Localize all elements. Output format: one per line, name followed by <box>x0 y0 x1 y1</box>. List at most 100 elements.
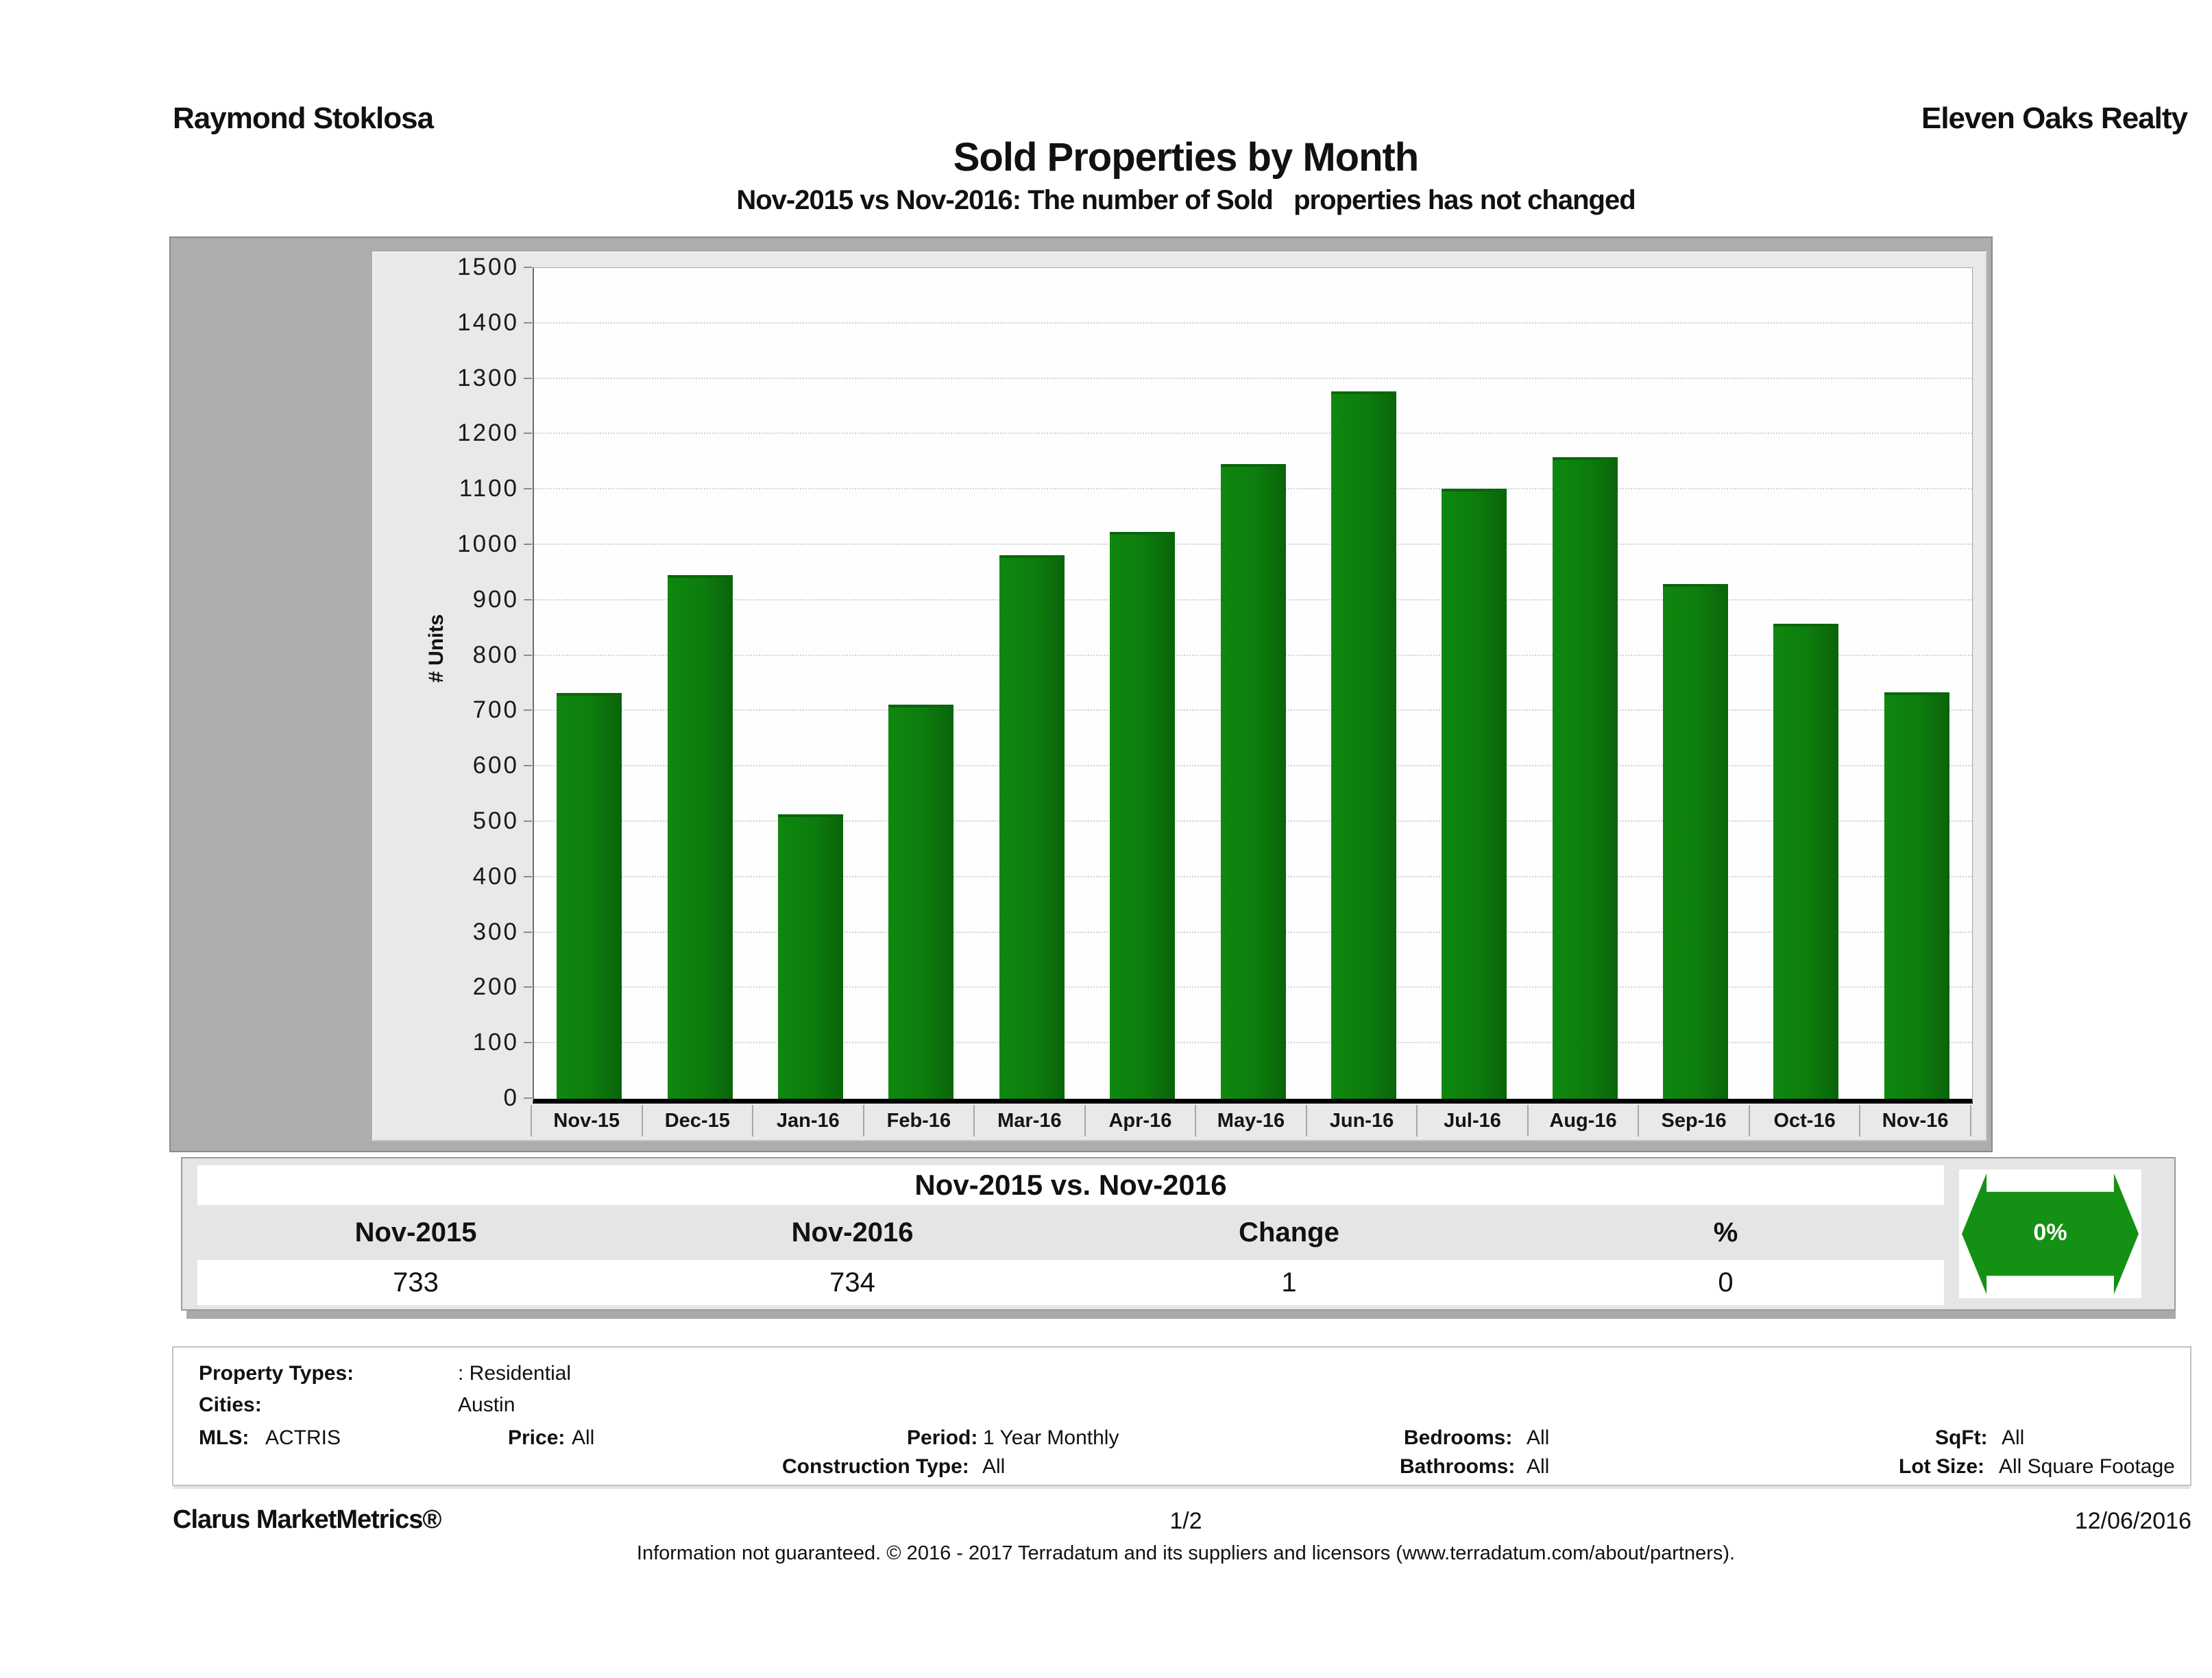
cities-label: Cities: <box>199 1394 262 1416</box>
report-date: 12/06/2016 <box>2074 1508 2191 1534</box>
y-axis-tick-label: 1400 <box>457 309 519 336</box>
y-axis-tick-label: 900 <box>472 586 519 613</box>
property-types-label: Property Types: <box>199 1362 354 1385</box>
x-axis-label-jan-16: Jan-16 <box>752 1105 863 1136</box>
bar-may-16 <box>1221 464 1286 1099</box>
bar-jun-16 <box>1331 391 1396 1099</box>
bedrooms-label: Bedrooms: <box>1404 1426 1513 1449</box>
bar-nov-15 <box>557 693 622 1099</box>
bar-dec-15 <box>668 575 733 1099</box>
summary-header-row: Nov-2015 Nov-2016 Change % <box>197 1207 1944 1258</box>
page-title: Sold Properties by Month <box>953 135 1420 180</box>
period-label: Period: <box>907 1426 978 1449</box>
bedrooms-value: All <box>1527 1426 1550 1449</box>
construction-type-value: All <box>982 1455 1006 1478</box>
gridline-1200 <box>534 433 1972 435</box>
y-axis-tick <box>524 1097 532 1099</box>
y-axis-tick <box>524 378 532 379</box>
page-subtitle: Nov-2015 vs Nov-2016: The number of Sold… <box>736 185 1636 215</box>
mls-label: MLS: <box>199 1426 250 1449</box>
x-axis-strip: Nov-15 Dec-15 Jan-16 Feb-16 Mar-16 Apr-16 May-… <box>531 1105 1971 1136</box>
bar-nov-16 <box>1884 692 1949 1099</box>
y-axis-tick <box>524 876 532 877</box>
y-axis-tick-label: 1200 <box>457 420 519 446</box>
summary-section: Nov-2015 vs. Nov-2016 Nov-2015 Nov-2016 … <box>181 1157 2176 1311</box>
summary-col-header: Change <box>1239 1217 1339 1248</box>
summary-value: 1 <box>1281 1267 1297 1298</box>
chart-container: # Units Nov-15 Dec-15 Jan-16 Feb-16 Mar-16 Ap… <box>169 236 1993 1152</box>
plot-area <box>533 267 1973 1104</box>
agent-name: Raymond Stoklosa <box>173 101 434 135</box>
y-axis-tick-label: 1100 <box>459 475 519 502</box>
bar-apr-16 <box>1110 532 1175 1099</box>
y-axis-tick <box>524 322 532 324</box>
summary-col-header: % <box>1713 1217 1738 1248</box>
y-axis-tick <box>524 433 532 434</box>
y-axis-tick-label: 1500 <box>457 254 519 280</box>
y-axis-tick <box>524 932 532 933</box>
bathrooms-value: All <box>1527 1455 1550 1478</box>
change-badge-label: 0% <box>2033 1219 2067 1245</box>
lot-size-value: All Square Footage <box>1999 1455 2175 1478</box>
filters-panel: Property Types: : Residential Cities: Au… <box>172 1346 2191 1486</box>
summary-value: 733 <box>393 1267 439 1298</box>
summary-value: 0 <box>1718 1267 1734 1298</box>
y-axis-tick-label: 0 <box>503 1084 519 1111</box>
y-axis-tick <box>524 709 532 711</box>
brand-name: Clarus MarketMetrics® <box>173 1505 441 1534</box>
x-axis-label-jul-16: Jul-16 <box>1416 1105 1527 1136</box>
y-axis-tick-label: 500 <box>472 807 519 834</box>
y-axis-tick <box>524 267 532 268</box>
price-label: Price: <box>508 1426 566 1449</box>
gridline-1400 <box>534 321 1972 324</box>
cities-value: Austin <box>458 1394 515 1416</box>
summary-value-row: 733 734 1 0 <box>197 1260 1944 1305</box>
lot-size-label: Lot Size: <box>1899 1455 1984 1478</box>
y-axis-tick <box>524 1042 532 1043</box>
period-value: 1 Year Monthly <box>983 1426 1119 1449</box>
disclaimer-text: Information not guaranteed. © 2016 - 201… <box>636 1542 1736 1564</box>
sqft-value: All <box>2002 1426 2025 1449</box>
mls-value: ACTRIS <box>265 1426 341 1449</box>
y-axis-tick-label: 800 <box>472 642 519 668</box>
y-axis-tick <box>524 765 532 766</box>
property-types-value: : Residential <box>458 1362 572 1385</box>
y-axis-tick <box>524 986 532 988</box>
bar-sep-16 <box>1663 584 1728 1099</box>
bar-jan-16 <box>778 814 843 1099</box>
x-axis-label-jun-16: Jun-16 <box>1305 1105 1417 1136</box>
summary-col-header: Nov-2016 <box>791 1217 914 1248</box>
y-axis-tick-label: 1000 <box>457 531 519 557</box>
gridline-1300 <box>534 377 1972 379</box>
change-badge-box: 0% <box>1959 1169 2141 1298</box>
bar-jul-16 <box>1442 489 1507 1099</box>
y-axis-tick-label: 1300 <box>457 365 519 391</box>
x-axis-label-nov-16: Nov-16 <box>1859 1105 1971 1136</box>
y-axis-tick-label: 300 <box>472 919 519 945</box>
summary-value: 734 <box>829 1267 875 1298</box>
company-name: Eleven Oaks Realty <box>1921 101 2188 135</box>
y-axis-tick-label: 600 <box>472 752 519 779</box>
x-axis-label-dec-15: Dec-15 <box>641 1105 753 1136</box>
x-axis-label-may-16: May-16 <box>1195 1105 1306 1136</box>
x-axis-label-oct-16: Oct-16 <box>1748 1105 1860 1136</box>
bathrooms-label: Bathrooms: <box>1400 1455 1516 1478</box>
x-axis-label-aug-16: Aug-16 <box>1527 1105 1638 1136</box>
x-axis-label-mar-16: Mar-16 <box>973 1105 1084 1136</box>
y-axis-tick-label: 400 <box>472 863 519 890</box>
bar-aug-16 <box>1553 457 1618 1099</box>
y-axis-tick <box>524 655 532 656</box>
y-axis-tick <box>524 820 532 822</box>
summary-table: Nov-2015 vs. Nov-2016 Nov-2015 Nov-2016 … <box>197 1165 1944 1305</box>
x-axis-label-feb-16: Feb-16 <box>862 1105 974 1136</box>
y-axis-tick <box>524 488 532 489</box>
chart-panel: # Units Nov-15 Dec-15 Jan-16 Feb-16 Mar-16 Ap… <box>372 252 1987 1141</box>
price-value: All <box>572 1426 595 1449</box>
no-change-arrow-icon: 0% <box>1962 1173 2139 1295</box>
summary-title: Nov-2015 vs. Nov-2016 <box>197 1165 1944 1205</box>
bar-mar-16 <box>999 555 1065 1099</box>
y-axis-tick-label: 100 <box>472 1029 519 1056</box>
page-number: 1/2 <box>1169 1508 1202 1534</box>
construction-type-label: Construction Type: <box>782 1455 969 1478</box>
